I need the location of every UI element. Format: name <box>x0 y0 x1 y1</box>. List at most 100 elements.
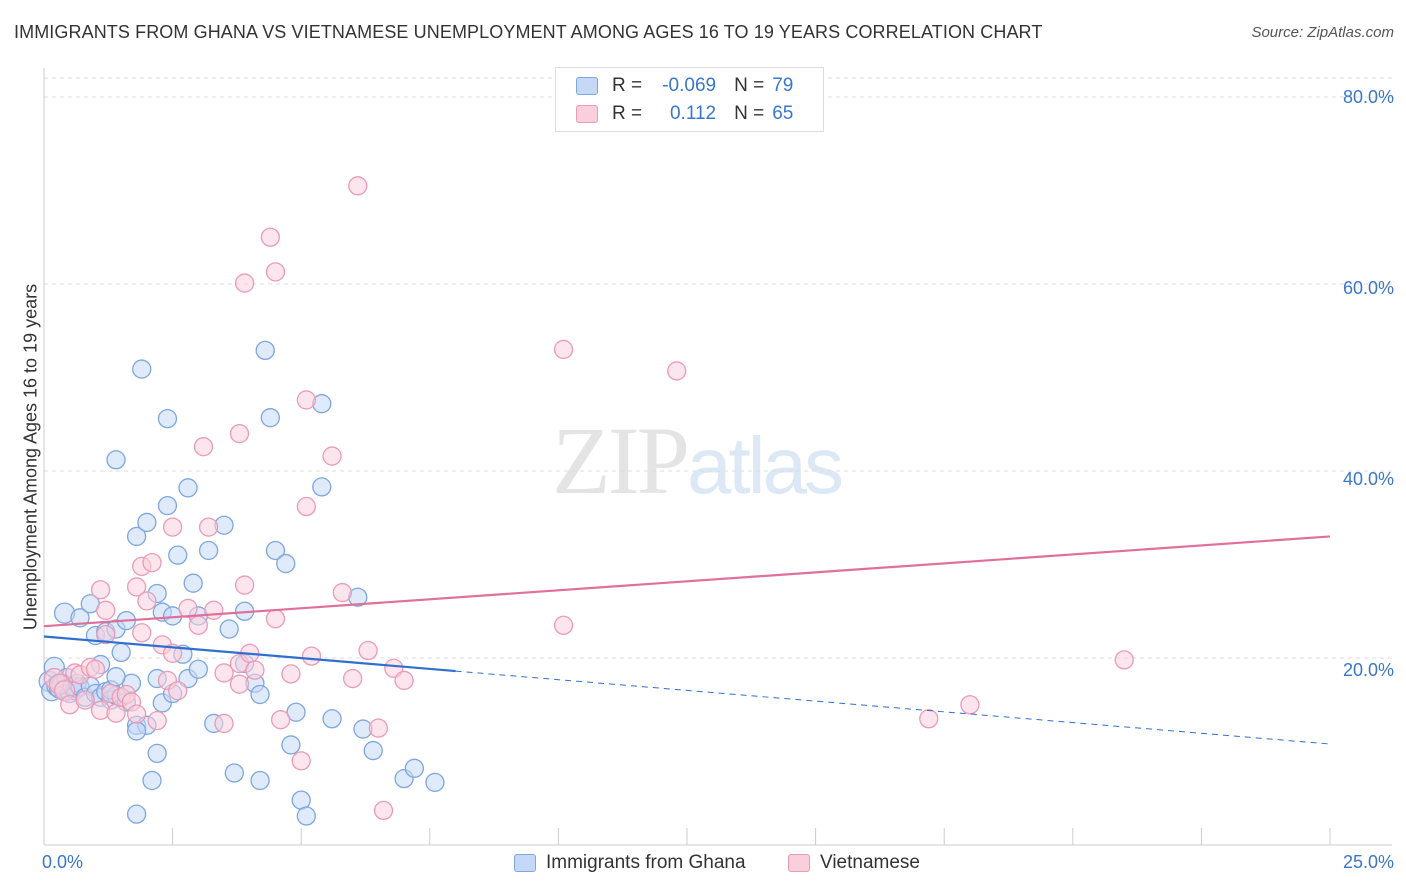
ghana-point-47 <box>142 770 162 791</box>
ghana-point-71 <box>276 553 296 574</box>
ghana-trend-line <box>43 635 456 673</box>
axes <box>43 68 1392 846</box>
y-axis-title: Unemployment Among Ages 16 to 19 years <box>20 283 41 631</box>
vietnamese-point-23 <box>142 552 162 573</box>
y-tick-label-60: 60.0% <box>1342 278 1394 298</box>
ghana-point-62 <box>224 763 244 783</box>
legend-ghana-label: Immigrants from Ghana <box>546 852 746 873</box>
ghana-point-56 <box>183 573 203 593</box>
vietnamese-point-40 <box>234 575 255 595</box>
vietnamese-point-38 <box>229 674 250 694</box>
correlation-stats-box: R = -0.069 N = 79 R = 0.112 N = 65 <box>555 67 824 132</box>
vietnamese-r-label: R = <box>612 103 643 124</box>
vietnamese-point-30 <box>178 598 198 619</box>
vietnamese-point-64 <box>667 361 687 381</box>
ghana-point-53 <box>168 545 188 565</box>
ghana-point-44 <box>132 359 152 379</box>
vietnamese-point-32 <box>193 437 214 457</box>
ghana-point-50 <box>157 495 178 516</box>
vietnamese-point-65 <box>919 709 939 729</box>
vietnamese-point-35 <box>214 663 234 683</box>
vietnamese-swatch-icon <box>576 105 598 123</box>
vietnamese-point-12 <box>96 600 116 620</box>
y-tick-label-80: 80.0% <box>1342 87 1394 107</box>
vietnamese-point-47 <box>270 710 291 730</box>
legend-item-vietnamese[interactable]: Vietnamese <box>788 852 920 874</box>
y-tick-label-40: 40.0% <box>1342 469 1394 489</box>
vietnamese-point-43 <box>245 660 265 680</box>
vietnamese-point-66 <box>960 695 980 715</box>
grid-lines <box>44 77 1392 659</box>
vietnamese-point-51 <box>296 496 316 517</box>
legend-vietnamese-label: Vietnamese <box>820 852 920 873</box>
vietnamese-point-39 <box>229 423 250 444</box>
vietnamese-point-6 <box>75 690 95 710</box>
vietnamese-point-50 <box>296 390 316 410</box>
vietnamese-point-57 <box>358 640 378 661</box>
ghana-point-66 <box>250 684 270 705</box>
vietnamese-trend-line <box>43 535 1331 628</box>
legend-vietnamese-swatch-icon <box>788 854 810 872</box>
ghana-r-label: R = <box>612 75 643 96</box>
vietnamese-point-55 <box>348 176 368 196</box>
ghana-point-75 <box>296 806 316 826</box>
vietnamese-n-label: N = <box>734 103 765 124</box>
source-credit: Source: ZipAtlas.com <box>1251 24 1394 41</box>
legend-item-ghana[interactable]: Immigrants from Ghana <box>514 852 746 874</box>
vietnamese-point-46 <box>265 609 286 629</box>
vietnamese-point-48 <box>281 664 301 684</box>
ghana-point-39 <box>106 667 126 687</box>
ghana-point-55 <box>178 478 198 498</box>
ghana-point-70 <box>265 540 286 561</box>
vietnamese-point-54 <box>332 582 353 603</box>
watermark-zip: ZIP <box>552 407 690 514</box>
vietnamese-point-36 <box>214 713 234 734</box>
ghana-n-value: 79 <box>772 75 794 96</box>
ghana-point-84 <box>425 772 445 793</box>
vietnamese-point-61 <box>394 670 414 691</box>
trend-lines <box>43 535 1331 745</box>
ghana-point-77 <box>312 477 332 497</box>
ghana-point-42 <box>126 804 147 824</box>
ghana-point-57 <box>188 659 208 679</box>
vietnamese-point-44 <box>260 227 280 247</box>
ghana-point-43 <box>126 721 147 741</box>
vietnamese-point-53 <box>322 446 342 466</box>
ghana-point-61 <box>219 619 239 639</box>
vietnamese-point-14 <box>106 703 126 723</box>
vietnamese-r-value: 0.112 <box>669 103 717 124</box>
vietnamese-point-10 <box>90 580 111 600</box>
vietnamese-point-58 <box>368 718 389 738</box>
x-tick-label-min: 0.0% <box>42 852 84 872</box>
vietnamese-point-31 <box>188 615 208 635</box>
vietnamese-point-22 <box>137 591 157 611</box>
ghana-point-46 <box>137 512 157 533</box>
vietnamese-point-11 <box>96 624 116 645</box>
ghana-point-78 <box>322 709 342 729</box>
watermark: ZIPatlas <box>552 405 844 516</box>
ghana-point-83 <box>404 758 425 778</box>
ghana-point-40 <box>106 450 126 470</box>
ghana-point-69 <box>260 408 280 428</box>
vietnamese-point-20 <box>132 623 152 643</box>
vietnamese-point-67 <box>1114 650 1134 670</box>
vietnamese-point-62 <box>553 339 574 360</box>
ghana-point-81 <box>363 740 383 761</box>
ghana-r-value: -0.069 <box>662 75 717 96</box>
vietnamese-point-49 <box>291 751 311 771</box>
vietnamese-point-63 <box>553 615 574 635</box>
y-tick-label-20: 20.0% <box>1342 660 1394 680</box>
vietnamese-point-41 <box>234 273 255 293</box>
stats-row-ghana: R = -0.069 N = 79 <box>576 72 793 100</box>
legend-ghana-swatch-icon <box>514 854 536 872</box>
ghana-point-68 <box>255 340 275 361</box>
ghana-point-51 <box>157 408 178 429</box>
vietnamese-point-33 <box>198 517 219 537</box>
ghana-point-67 <box>250 770 270 791</box>
stats-row-vietnamese: R = 0.112 N = 65 <box>576 100 793 128</box>
ghana-swatch-icon <box>576 77 598 95</box>
vietnamese-point-24 <box>147 710 167 731</box>
ghana-point-73 <box>286 702 306 722</box>
ghana-point-72 <box>281 735 301 755</box>
